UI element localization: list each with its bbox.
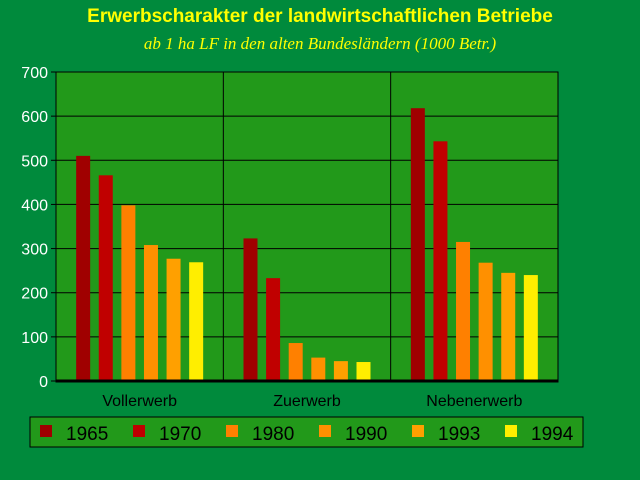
y-tick-label: 400 xyxy=(21,197,48,214)
bar-1970-zuerwerb xyxy=(266,278,281,381)
bar-1970-nebenerwerb xyxy=(433,141,448,381)
bar-1990-vollerwerb xyxy=(143,245,158,381)
bar-1965-nebenerwerb xyxy=(410,108,425,381)
chart-subtitle: ab 1 ha LF in den alten Bundesländern (1… xyxy=(143,34,497,53)
grid-lines xyxy=(56,71,558,381)
bar-1994-nebenerwerb xyxy=(523,275,538,381)
y-tick-label: 200 xyxy=(21,286,48,303)
category-label: Nebenerwerb xyxy=(426,393,522,410)
legend-label-1993: 1993 xyxy=(438,424,480,445)
y-tick-label: 100 xyxy=(21,330,48,347)
y-axis-ticks: 0 100 200 300 400 500 600 700 xyxy=(21,65,56,391)
y-tick-label: 0 xyxy=(39,374,48,391)
y-tick-label: 600 xyxy=(21,109,48,126)
bar-1980-zuerwerb xyxy=(288,343,303,381)
legend-swatch-1990 xyxy=(319,425,331,437)
category-label: Zuerwerb xyxy=(273,393,341,410)
legend-swatch-1980 xyxy=(226,425,238,437)
bar-1994-vollerwerb xyxy=(189,262,204,381)
bar-1990-zuerwerb xyxy=(311,357,326,381)
legend-label-1994: 1994 xyxy=(531,424,574,445)
y-tick-label: 300 xyxy=(21,242,48,259)
chart-title: Erwerbscharakter der landwirtschaftliche… xyxy=(87,6,553,27)
legend-label-1970: 1970 xyxy=(159,424,201,445)
legend-label-1980: 1980 xyxy=(252,424,294,445)
bar-1994-zuerwerb xyxy=(356,362,371,381)
bar-1970-vollerwerb xyxy=(98,175,113,381)
legend-swatch-1994 xyxy=(505,425,517,437)
legend-box xyxy=(29,416,584,448)
legend-swatch-1993 xyxy=(412,425,424,437)
bars xyxy=(76,108,538,381)
bar-1990-nebenerwerb xyxy=(478,262,493,381)
category-label: Vollerwerb xyxy=(102,393,177,410)
legend-label-1965: 1965 xyxy=(66,424,108,445)
bar-1965-vollerwerb xyxy=(76,155,91,381)
bar-1993-vollerwerb xyxy=(166,258,181,381)
bar-1965-zuerwerb xyxy=(243,238,258,381)
bar-1993-nebenerwerb xyxy=(501,272,516,381)
bar-1980-vollerwerb xyxy=(121,205,136,381)
legend-swatch-1965 xyxy=(40,425,52,437)
legend-swatch-1970 xyxy=(133,425,145,437)
bar-1993-zuerwerb xyxy=(333,361,348,381)
x-axis-categories: Vollerwerb Zuerwerb Nebenerwerb xyxy=(102,393,522,410)
plot-area xyxy=(55,71,559,383)
legend-label-1990: 1990 xyxy=(345,424,387,445)
y-tick-label: 700 xyxy=(21,65,48,82)
y-tick-label: 500 xyxy=(21,153,48,170)
bar-1980-nebenerwerb xyxy=(456,241,471,381)
legend: 1965 1970 1980 1990 1993 1994 xyxy=(40,424,574,445)
